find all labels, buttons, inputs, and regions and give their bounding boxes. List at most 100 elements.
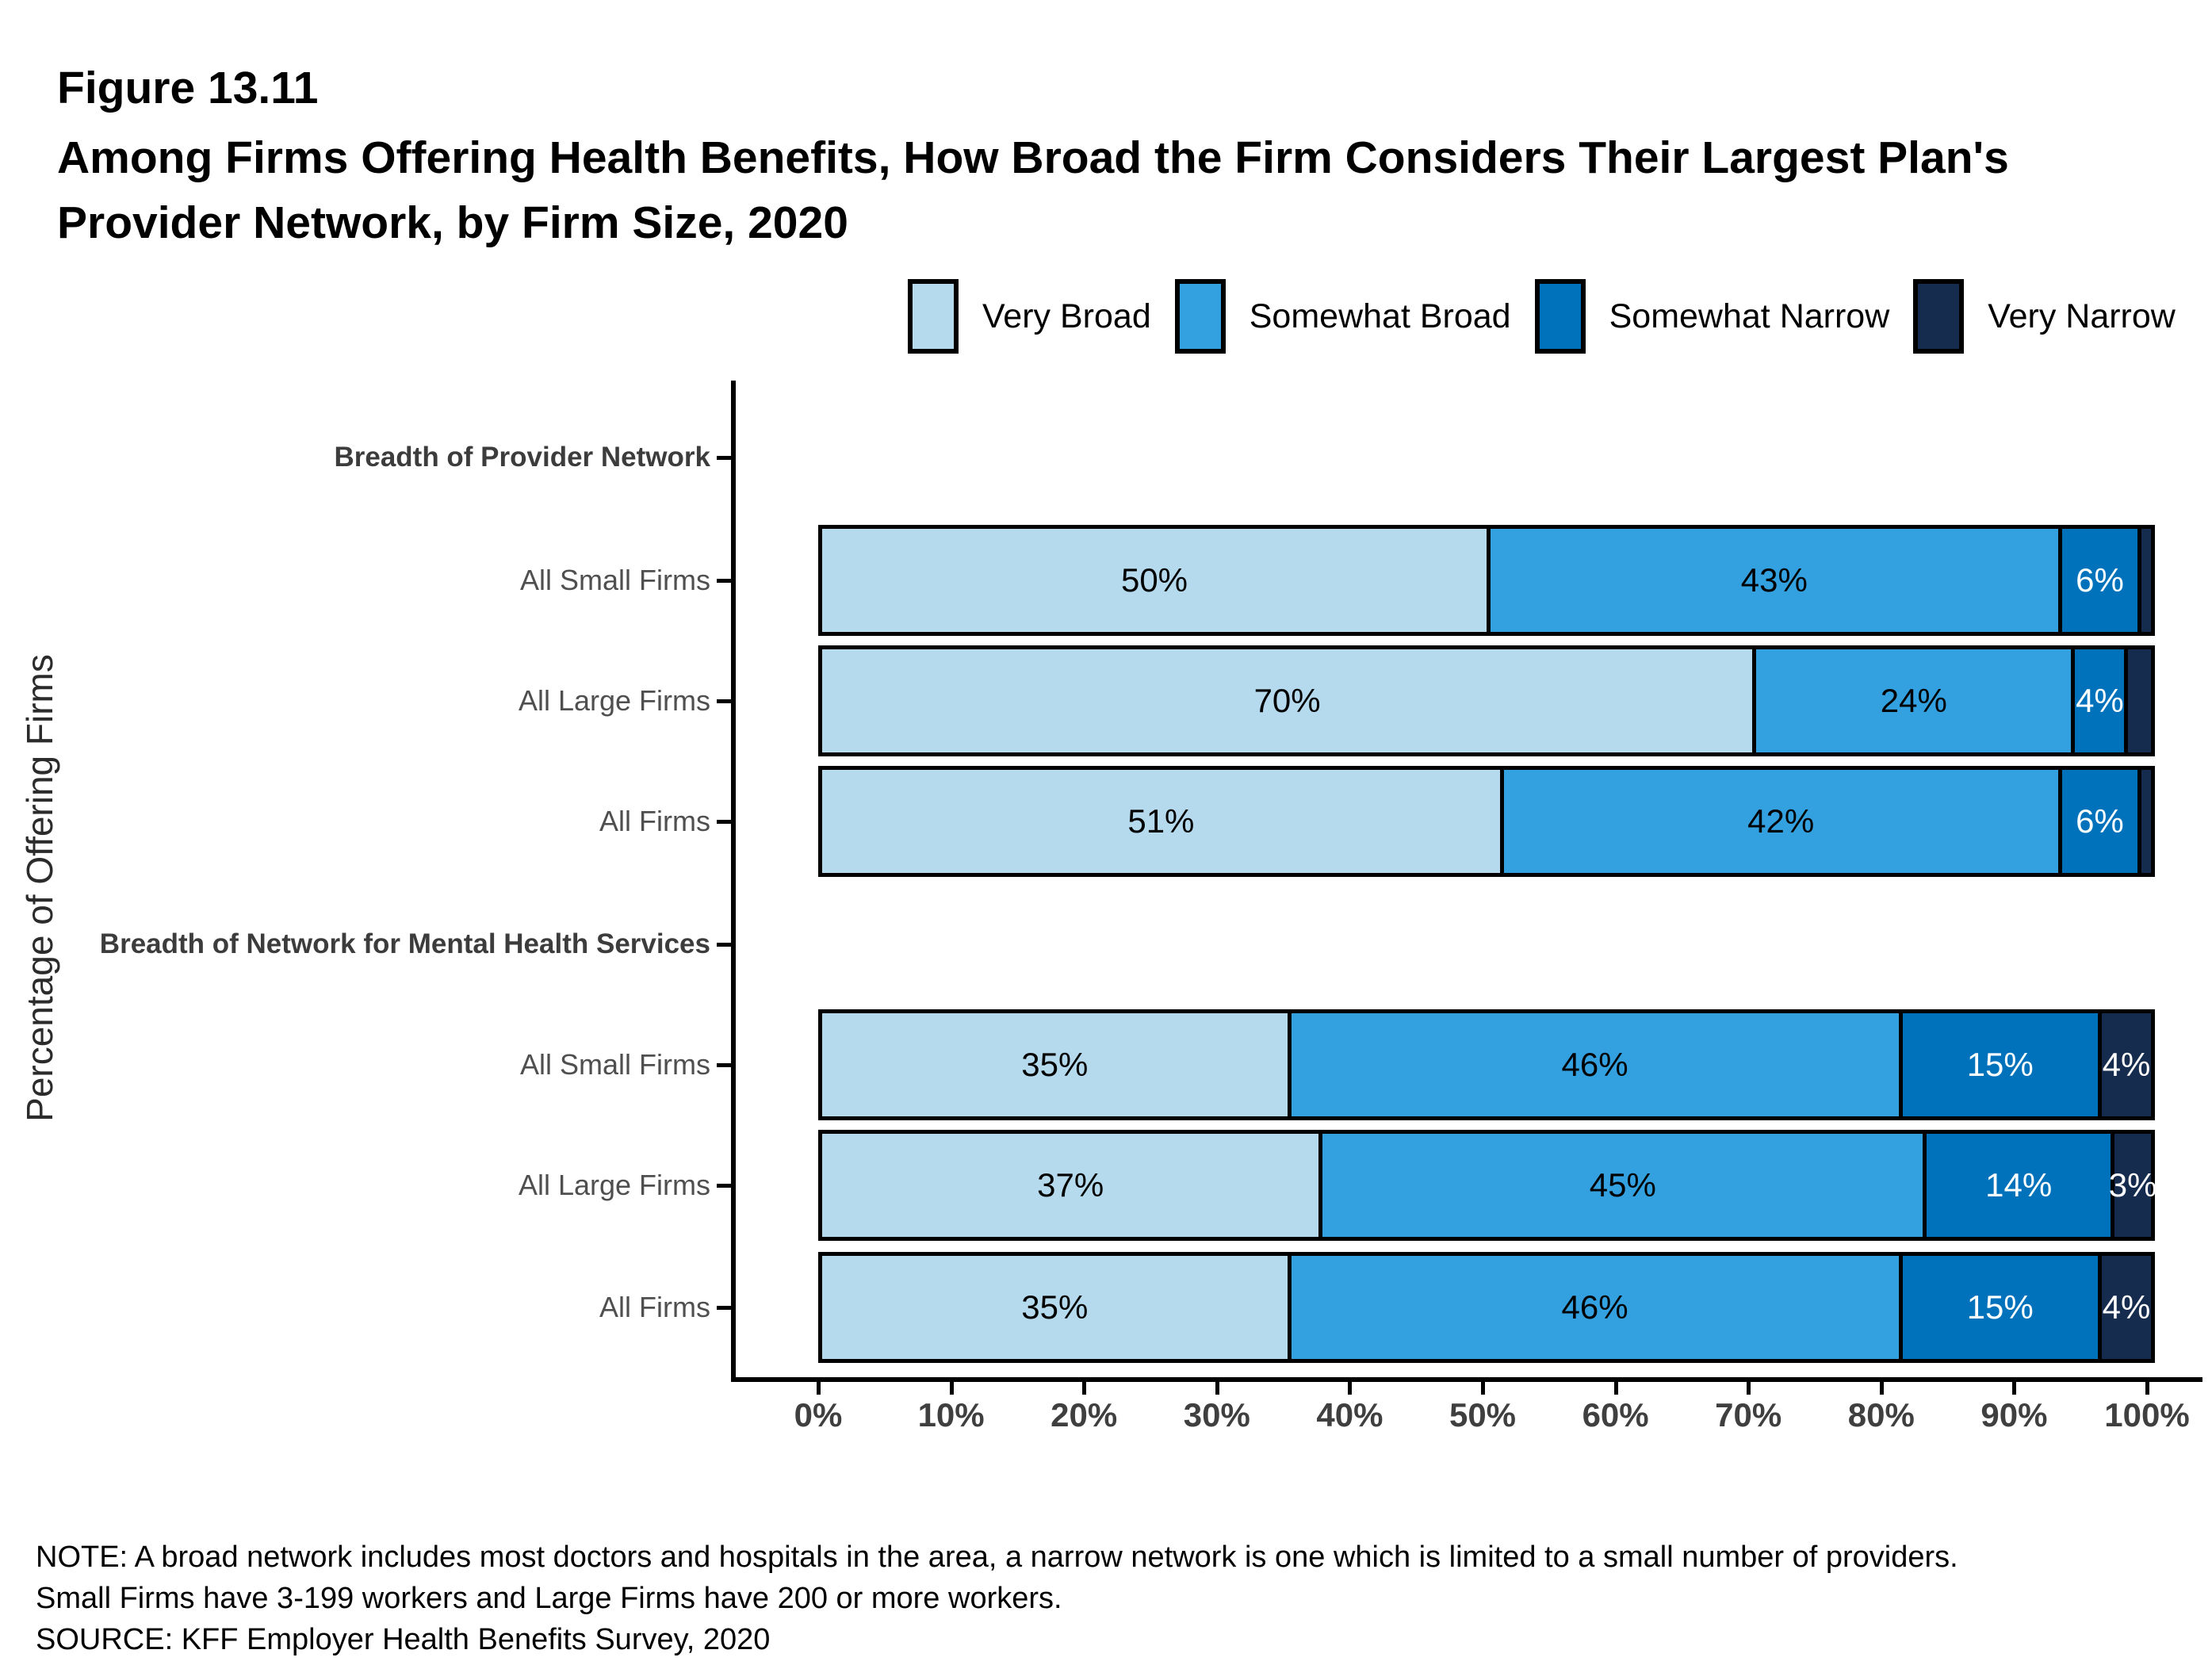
bar-segment [2124, 649, 2151, 752]
y-axis-tick [717, 579, 731, 583]
bar-value-label: 37% [1037, 1166, 1104, 1204]
bar-value-label: 15% [1966, 1288, 2034, 1326]
x-axis-tick-label: 70% [1715, 1396, 1782, 1433]
legend-item: Very Broad [908, 279, 1151, 354]
x-axis-tick [817, 1382, 821, 1395]
bar-segment: 35% [822, 1256, 1288, 1359]
x-axis-tick-label: 100% [2104, 1396, 2190, 1433]
x-axis-tick-label: 40% [1316, 1396, 1383, 1433]
note-line: NOTE: A broad network includes most doct… [36, 1541, 1958, 1574]
x-axis-tick [2012, 1382, 2017, 1395]
x-axis-tick [1613, 1382, 1618, 1395]
y-axis-tick [717, 943, 731, 947]
bar-value-label: 43% [1740, 561, 1808, 599]
legend-swatch-icon [1913, 279, 1965, 354]
legend-item: Somewhat Narrow [1534, 279, 1890, 354]
bar-segment: 3% [2109, 1134, 2157, 1237]
x-axis-tick-label: 0% [794, 1396, 843, 1433]
bar-segment: 15% [1898, 1256, 2098, 1359]
category-label: All Large Firms [518, 1169, 710, 1201]
source-line: SOURCE: KFF Employer Health Benefits Sur… [36, 1623, 771, 1656]
note-line: Small Firms have 3-199 workers and Large… [36, 1582, 1062, 1615]
bar-row: 35% 46% 15% 4% [818, 1252, 2155, 1363]
y-axis-tick [717, 699, 731, 703]
x-axis-tick [1879, 1382, 1884, 1395]
y-axis-title: Percentage of Offering Firms [19, 654, 60, 1122]
category-label: All Firms [599, 1291, 710, 1323]
bar-segment: 15% [1898, 1013, 2098, 1116]
bar-segment [2137, 529, 2151, 632]
y-axis-tick [717, 456, 731, 460]
x-axis-tick [1082, 1382, 1087, 1395]
x-axis-tick [1481, 1382, 1485, 1395]
bar-segment: 35% [822, 1013, 1288, 1116]
category-label: All Large Firms [518, 684, 710, 717]
y-axis-tick [717, 820, 731, 824]
y-axis-tick [717, 1063, 731, 1067]
category-label: All Small Firms [520, 1048, 710, 1081]
bar-value-label: 45% [1589, 1166, 1656, 1204]
bar-segment: 14% [1923, 1134, 2111, 1237]
bar-segment: 4% [2097, 1256, 2151, 1359]
x-axis-tick-label: 30% [1183, 1396, 1250, 1433]
bar-value-label: 35% [1021, 1288, 1089, 1326]
footnotes: NOTE: A broad network includes most doct… [36, 1537, 1958, 1660]
bar-value-label: 42% [1747, 802, 1815, 840]
legend-swatch-icon [908, 279, 959, 354]
x-axis-tick-label: 60% [1582, 1396, 1649, 1433]
bar-value-label: 3% [2108, 1166, 2157, 1204]
bar-value-label: 24% [1880, 682, 1947, 719]
bar-segment: 70% [822, 649, 1753, 752]
x-axis-tick [1348, 1382, 1353, 1395]
bar-value-label: 6% [2076, 561, 2124, 599]
group-header-label: Breadth of Network for Mental Health Ser… [99, 928, 710, 959]
legend-swatch-icon [1174, 279, 1226, 354]
bar-segment: 4% [2097, 1013, 2151, 1116]
bar-value-label: 46% [1561, 1288, 1628, 1326]
legend-label: Very Broad [982, 297, 1151, 335]
bar-value-label: 6% [2076, 802, 2124, 840]
x-axis-tick-label: 20% [1051, 1396, 1118, 1433]
legend: Very Broad Somewhat Broad Somewhat Narrow V… [908, 279, 2176, 354]
bar-value-label: 70% [1253, 682, 1321, 719]
bar-value-label: 50% [1120, 561, 1188, 599]
bar-value-label: 4% [2076, 682, 2124, 719]
legend-label: Somewhat Narrow [1609, 297, 1890, 335]
bar-segment [2137, 770, 2151, 873]
legend-item: Very Narrow [1913, 279, 2176, 354]
bar-segment: 45% [1318, 1134, 1923, 1237]
bar-value-label: 51% [1127, 802, 1195, 840]
legend-label: Somewhat Broad [1249, 297, 1511, 335]
x-axis-tick-label: 50% [1449, 1396, 1517, 1433]
y-axis-line [731, 381, 736, 1382]
x-axis-tick-label: 90% [1980, 1396, 2048, 1433]
x-axis-tick [2145, 1382, 2149, 1395]
bar-row: 35% 46% 15% 4% [818, 1009, 2155, 1120]
bar-row: 70% 24% 4% [818, 645, 2155, 756]
bar-value-label: 46% [1561, 1046, 1628, 1083]
figure-number: Figure 13.11 [57, 63, 319, 113]
legend-swatch-icon [1534, 279, 1586, 354]
x-axis-tick [949, 1382, 954, 1395]
bar-segment: 42% [1499, 770, 2058, 873]
chart-title-line2: Provider Network, by Firm Size, 2020 [57, 197, 848, 248]
x-axis-tick-label: 80% [1847, 1396, 1915, 1433]
chart-title: Among Firms Offering Health Benefits, Ho… [57, 125, 2009, 255]
x-axis-tick [1215, 1382, 1219, 1395]
bar-row: 50% 43% 6% [818, 525, 2155, 636]
bar-segment: 50% [822, 529, 1487, 632]
x-axis-tick-label: 10% [917, 1396, 985, 1433]
category-label: All Firms [599, 805, 710, 837]
legend-item: Somewhat Broad [1174, 279, 1511, 354]
x-axis-line [731, 1377, 2202, 1382]
bar-value-label: 35% [1021, 1046, 1089, 1083]
bar-segment: 37% [822, 1134, 1319, 1237]
bar-segment: 51% [822, 770, 1500, 873]
bar-value-label: 15% [1966, 1046, 2034, 1083]
bar-segment: 43% [1487, 529, 2058, 632]
chart-title-line1: Among Firms Offering Health Benefits, Ho… [57, 132, 2009, 183]
bar-segment: 46% [1287, 1013, 1899, 1116]
bar-segment: 4% [2071, 649, 2125, 752]
group-header-label: Breadth of Provider Network [334, 442, 710, 473]
